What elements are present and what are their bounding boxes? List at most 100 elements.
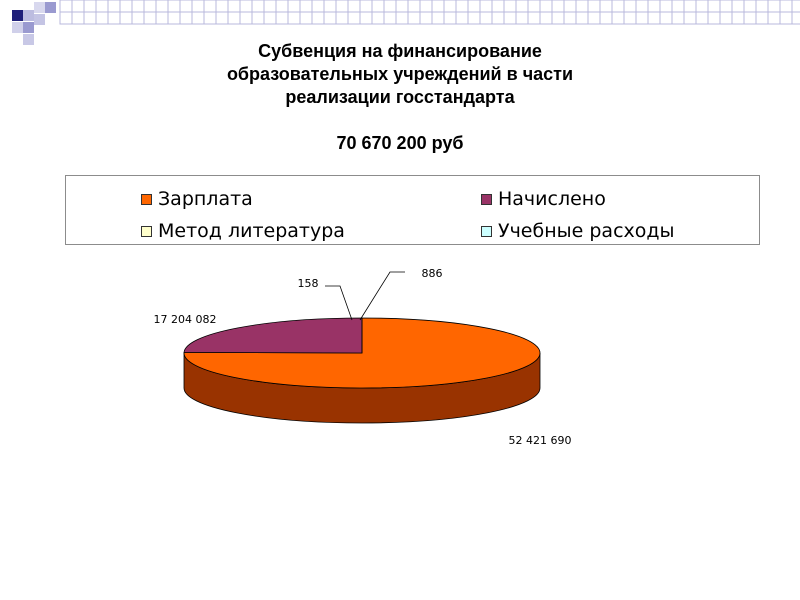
deco-grid-cell [407, 11, 421, 25]
deco-square [12, 10, 23, 21]
deco-grid-cell [443, 0, 457, 13]
chart-legend: Зарплата Начислено Метод литература Учеб… [65, 175, 760, 245]
deco-grid-cell [731, 0, 745, 13]
deco-grid-cell [527, 11, 541, 25]
deco-grid-cell [731, 11, 745, 25]
legend-item-accrued: Начислено [481, 188, 606, 210]
deco-grid-cell [275, 11, 289, 25]
deco-grid-cell [155, 0, 169, 13]
deco-square [45, 2, 56, 13]
deco-grid-cell [359, 0, 373, 13]
deco-grid-cell [383, 0, 397, 13]
legend-swatch [481, 193, 492, 205]
deco-grid-cell [107, 0, 121, 13]
deco-grid-cell [83, 11, 97, 25]
deco-grid-cell [131, 0, 145, 13]
legend-swatch [141, 225, 152, 237]
deco-grid-cell [587, 11, 601, 25]
deco-grid-cell [131, 11, 145, 25]
deco-square [23, 34, 34, 45]
legend-label: Учебные расходы [498, 220, 675, 242]
deco-grid-cell [95, 11, 109, 25]
data-label-leader [359, 271, 405, 321]
deco-grid-cell [347, 0, 361, 13]
deco-grid-cell [491, 11, 505, 25]
deco-grid-cell [83, 0, 97, 13]
deco-grid-cell [167, 0, 181, 13]
deco-grid-cell [407, 0, 421, 13]
deco-grid-cell [719, 11, 733, 25]
deco-grid-cell [659, 0, 673, 13]
deco-grid-cell [203, 11, 217, 25]
deco-grid-cell [707, 11, 721, 25]
deco-grid-cell [191, 11, 205, 25]
deco-grid-cell [431, 0, 445, 13]
deco-grid-cell [635, 11, 649, 25]
deco-grid-cell [779, 11, 793, 25]
deco-square [23, 10, 34, 21]
deco-grid-cell [659, 11, 673, 25]
data-label: 158 [298, 277, 319, 290]
deco-grid-cell [335, 11, 349, 25]
deco-grid-cell [671, 0, 685, 13]
deco-grid-cell [251, 0, 265, 13]
deco-grid-cell [395, 11, 409, 25]
deco-grid-cell [611, 11, 625, 25]
pie-slice-1 [183, 317, 363, 354]
deco-grid-cell [227, 0, 241, 13]
deco-grid-cell [719, 0, 733, 13]
deco-grid-cell [71, 0, 85, 13]
deco-grid-cell [263, 11, 277, 25]
deco-grid-cell [323, 0, 337, 13]
legend-label: Начислено [498, 188, 606, 210]
legend-item-salary: Зарплата [141, 188, 253, 210]
legend-label: Метод литература [158, 220, 345, 242]
deco-grid-cell [575, 0, 589, 13]
deco-grid-cell [287, 11, 301, 25]
deco-grid-cell [263, 0, 277, 13]
deco-grid-cell [539, 11, 553, 25]
deco-grid [59, 0, 800, 25]
data-label-leader [325, 285, 353, 321]
deco-grid-cell [167, 11, 181, 25]
deco-grid-cell [251, 11, 265, 25]
deco-grid-cell [455, 0, 469, 13]
deco-grid-cell [515, 0, 529, 13]
deco-grid-cell [707, 0, 721, 13]
deco-grid-cell [323, 11, 337, 25]
deco-grid-cell [383, 11, 397, 25]
deco-grid-cell [575, 11, 589, 25]
deco-grid-cell [275, 0, 289, 13]
deco-grid-cell [311, 0, 325, 13]
deco-grid-cell [119, 0, 133, 13]
deco-grid-cell [683, 11, 697, 25]
deco-grid-cell [623, 0, 637, 13]
deco-grid-cell [755, 0, 769, 13]
deco-grid-cell [287, 0, 301, 13]
deco-grid-cell [515, 11, 529, 25]
deco-grid-cell [179, 0, 193, 13]
deco-grid-cell [95, 0, 109, 13]
pie-slice-0 [183, 317, 541, 389]
slide-title: Субвенция на финансирование образователь… [100, 40, 700, 109]
deco-square [23, 22, 34, 33]
deco-grid-cell [743, 0, 757, 13]
deco-grid-cell [419, 0, 433, 13]
deco-grid-cell [431, 11, 445, 25]
deco-grid-cell [143, 0, 157, 13]
deco-grid-cell [107, 11, 121, 25]
deco-grid-cell [215, 11, 229, 25]
deco-grid-cell [743, 11, 757, 25]
deco-grid-cell [143, 11, 157, 25]
deco-grid-cell [239, 11, 253, 25]
slide-decoration [0, 0, 800, 50]
deco-grid-cell [695, 0, 709, 13]
deco-grid-cell [395, 0, 409, 13]
deco-grid-cell [647, 11, 661, 25]
deco-grid-cell [419, 11, 433, 25]
deco-grid-cell [455, 11, 469, 25]
deco-grid-cell [179, 11, 193, 25]
deco-grid-cell [791, 0, 800, 13]
deco-grid-cell [119, 11, 133, 25]
deco-grid-cell [299, 0, 313, 13]
